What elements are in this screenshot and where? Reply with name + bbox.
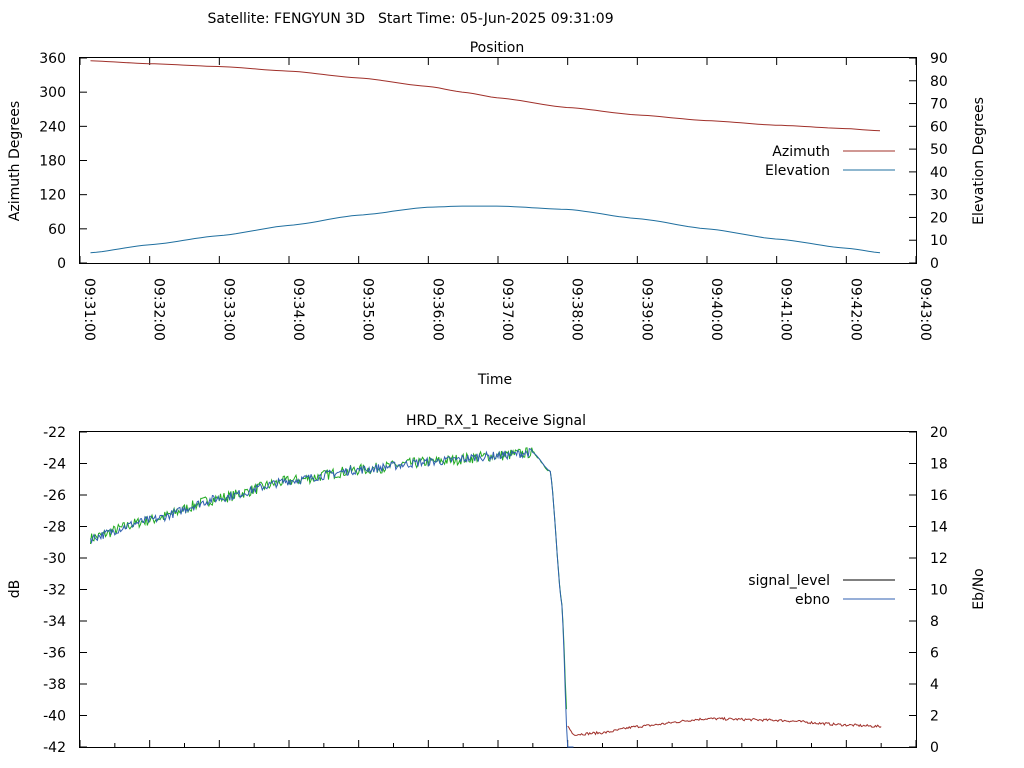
c2-y2tick-label: 4 (930, 677, 939, 693)
series-line-signal-level-tail (567, 716, 882, 736)
position-chart: Position Azimuth Degrees Elevation Degre… (7, 40, 987, 388)
c1-xtick-label: 09:42:00 (847, 278, 863, 341)
c2-y2tick-label: 0 (930, 740, 939, 756)
position-y-axis-label: Azimuth Degrees (7, 101, 23, 221)
c1-xtick-label: 09:40:00 (708, 278, 724, 341)
signal-y2-ticks: 0 2 4 6 8 10 12 14 16 18 20 (909, 425, 948, 756)
c1-xtick-label: 09:32:00 (151, 278, 167, 341)
c2-y2tick-label: 14 (930, 520, 948, 536)
c1-y2tick-label: 10 (930, 233, 948, 249)
position-chart-title: Position (470, 40, 525, 56)
c2-ytick-label: -38 (43, 677, 66, 693)
position-legend: Azimuth Elevation (765, 144, 895, 179)
c2-y2tick-label: 8 (930, 614, 939, 630)
c1-xtick-label: 09:39:00 (638, 278, 654, 341)
c1-ytick-label: 120 (39, 188, 66, 204)
position-x-ticks: 09:31:00 09:32:00 09:33:00 09:34:00 09:35:00… (79, 58, 933, 341)
series-line-ebno (90, 448, 574, 748)
c2-y2tick-label: 12 (930, 551, 948, 567)
c2-ytick-label: -22 (43, 425, 66, 441)
c2-ytick-label: -28 (43, 520, 66, 536)
c1-ytick-label: 0 (57, 256, 66, 272)
signal-y-ticks: -42 -40 -38 -36 -34 -32 -30 -28 -26 -24 -22 (43, 425, 87, 756)
legend-elevation-label: Elevation (765, 163, 830, 179)
c2-ytick-label: -32 (43, 583, 66, 599)
signal-y2-axis-label: Eb/No (971, 568, 987, 610)
signal-y-axis-label: dB (7, 580, 23, 599)
c2-y2tick-label: 6 (930, 646, 939, 662)
c2-y2tick-label: 16 (930, 488, 948, 504)
c2-y2tick-label: 20 (930, 425, 948, 441)
c1-xtick-label: 09:37:00 (499, 278, 515, 341)
c1-y2tick-label: 90 (930, 51, 948, 67)
position-y2-ticks: 0 10 20 30 40 50 60 70 80 90 (909, 51, 948, 272)
c2-y2tick-label: 10 (930, 583, 948, 599)
legend-signal-level-label: signal_level (748, 573, 830, 589)
signal-plot-frame (79, 431, 917, 748)
series-line-signal-level (90, 447, 567, 710)
position-x-axis-label: Time (477, 372, 512, 388)
signal-x-ticks (79, 740, 917, 747)
c1-xtick-label: 09:34:00 (290, 278, 306, 341)
start-time-label: Start Time: 05-Jun-2025 09:31:09 (378, 11, 614, 27)
c1-xtick-label: 09:31:00 (81, 278, 97, 341)
c1-y2tick-label: 40 (930, 165, 948, 181)
series-line-azimuth (90, 60, 881, 132)
position-y-ticks: 0 60 120 180 240 300 360 (39, 51, 87, 272)
legend-ebno-label: ebno (795, 592, 830, 608)
signal-series (90, 447, 882, 748)
c2-ytick-label: -26 (43, 488, 66, 504)
c2-ytick-label: -36 (43, 646, 66, 662)
c1-xtick-label: 09:35:00 (360, 278, 376, 341)
c1-xtick-label: 09:38:00 (569, 278, 585, 341)
c1-ytick-label: 240 (39, 119, 66, 135)
c1-y2tick-label: 80 (930, 74, 948, 90)
c2-y2tick-label: 18 (930, 457, 948, 473)
c1-xtick-label: 09:36:00 (429, 278, 445, 341)
c1-ytick-label: 60 (48, 222, 66, 238)
c1-xtick-label: 09:41:00 (778, 278, 794, 341)
c1-xtick-label: 09:33:00 (220, 278, 236, 341)
c1-xtick-label: 09:43:00 (917, 278, 933, 341)
position-series (90, 60, 881, 254)
c1-y2tick-label: 70 (930, 97, 948, 113)
signal-chart: HRD_RX_1 Receive Signal dB Eb/No -42-40-… (7, 413, 987, 756)
signal-chart-title: HRD_RX_1 Receive Signal (406, 413, 586, 429)
c2-ytick-label: -30 (43, 551, 66, 567)
satellite-label: Satellite: FENGYUN 3D (208, 11, 365, 27)
c1-y2tick-label: 50 (930, 142, 948, 158)
series-line-elevation (90, 205, 881, 254)
position-plot-frame (79, 57, 917, 264)
c2-ytick-label: -42 (43, 740, 66, 756)
legend-azimuth-label: Azimuth (772, 144, 830, 160)
c1-y2tick-label: 0 (930, 256, 939, 272)
c1-y2tick-label: 20 (930, 210, 948, 226)
c1-y2tick-label: 60 (930, 119, 948, 135)
c2-ytick-label: -34 (43, 614, 66, 630)
c2-y2tick-label: 2 (930, 709, 939, 725)
c2-ytick-label: -40 (43, 709, 66, 725)
c1-ytick-label: 180 (39, 154, 66, 170)
c2-ytick-label: -24 (43, 457, 66, 473)
c1-y2tick-label: 30 (930, 188, 948, 204)
c1-ytick-label: 360 (39, 51, 66, 67)
c1-ytick-label: 300 (39, 85, 66, 101)
signal-legend: signal_level ebno (748, 573, 895, 608)
position-y2-axis-label: Elevation Degrees (971, 97, 987, 225)
